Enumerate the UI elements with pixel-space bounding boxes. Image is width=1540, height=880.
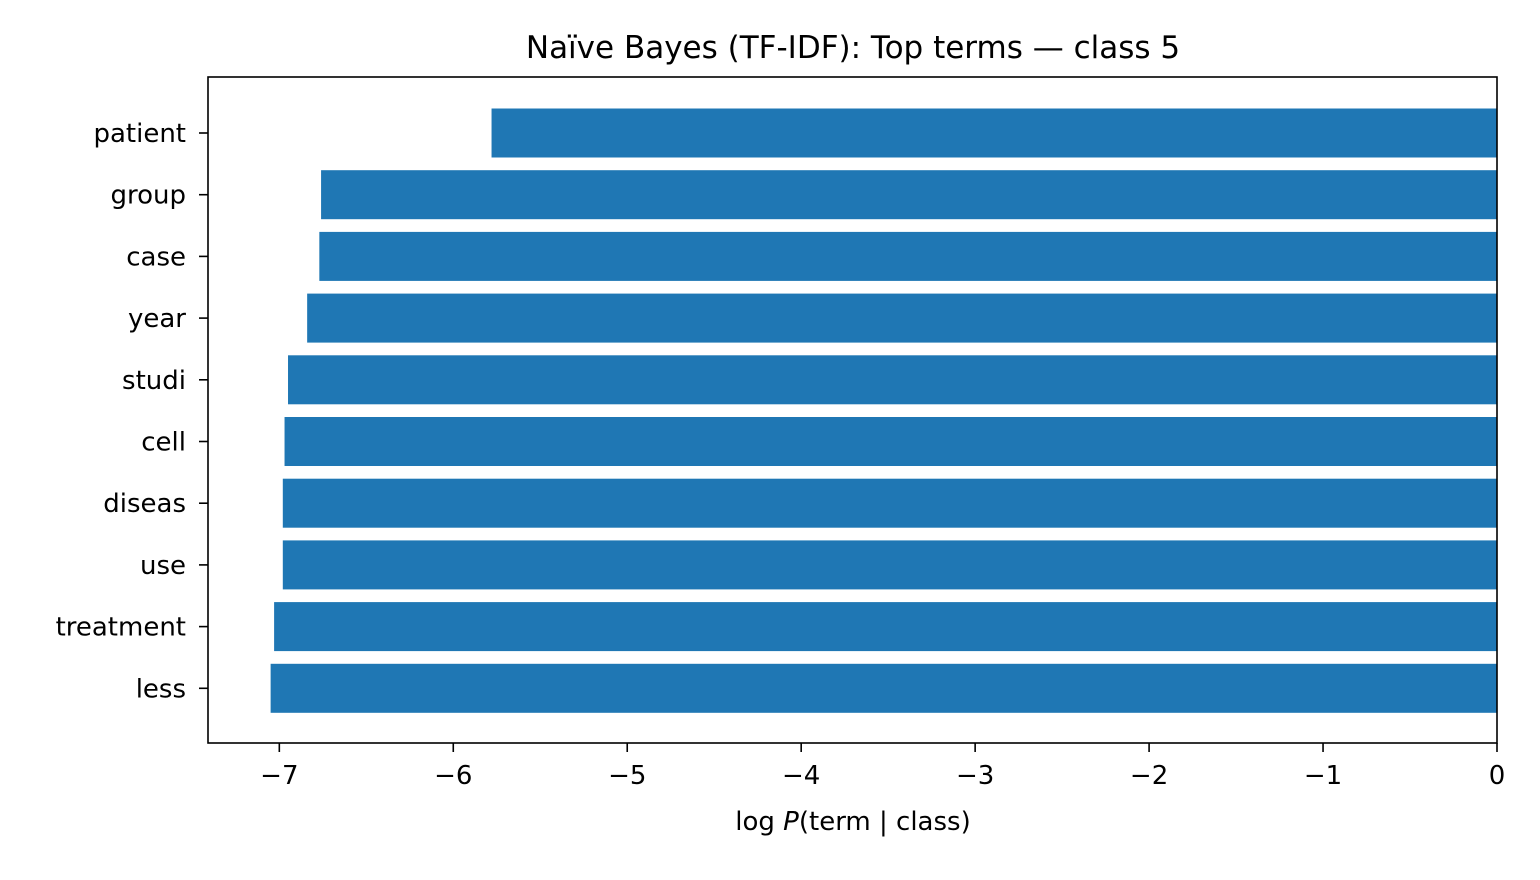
x-axis-label-italic: P	[783, 807, 799, 837]
x-tick-label: −4	[782, 761, 820, 791]
x-tick-label: −2	[1130, 761, 1168, 791]
y-tick-label: cell	[141, 428, 186, 458]
y-tick-label: less	[136, 674, 186, 704]
y-tick-label: studi	[122, 366, 186, 396]
x-axis-ticks: −7 −6 −5 −4 −3 −2 −1 0	[260, 743, 1505, 791]
y-tick-label: year	[128, 304, 186, 334]
bar-treatment	[274, 602, 1498, 652]
y-tick-label: case	[126, 242, 186, 272]
bars-group	[270, 108, 1498, 713]
bar-case	[319, 231, 1498, 281]
x-axis-label: log P(term | class)	[735, 807, 970, 837]
x-axis-label-prefix: log	[735, 807, 783, 837]
x-tick-label: −7	[260, 761, 298, 791]
x-tick-label: −3	[956, 761, 994, 791]
x-axis-label-suffix: (term | class)	[799, 807, 971, 837]
bar-diseas	[282, 478, 1497, 528]
plot-frame	[207, 76, 1498, 744]
y-tick-label: use	[140, 551, 186, 581]
x-tick-label: 0	[1489, 761, 1506, 791]
bar-year	[307, 293, 1498, 343]
y-tick-label: patient	[93, 119, 186, 149]
chart-title: Naïve Bayes (TF-IDF): Top terms — class …	[526, 30, 1180, 66]
bar-use	[282, 540, 1497, 590]
x-tick-label: −6	[434, 761, 472, 791]
y-axis-ticks: patient group case year studi cell diseas use tr…	[56, 119, 208, 704]
y-tick-label: diseas	[103, 489, 186, 519]
bar-patient	[491, 108, 1498, 158]
x-tick-label: −1	[1304, 761, 1342, 791]
bar-less	[270, 663, 1497, 713]
bar-cell	[284, 417, 1498, 466]
bar-group	[321, 170, 1497, 220]
y-tick-label: group	[110, 181, 186, 211]
x-tick-label: −5	[608, 761, 646, 791]
y-tick-label: treatment	[56, 613, 186, 643]
bar-studi	[288, 355, 1497, 405]
